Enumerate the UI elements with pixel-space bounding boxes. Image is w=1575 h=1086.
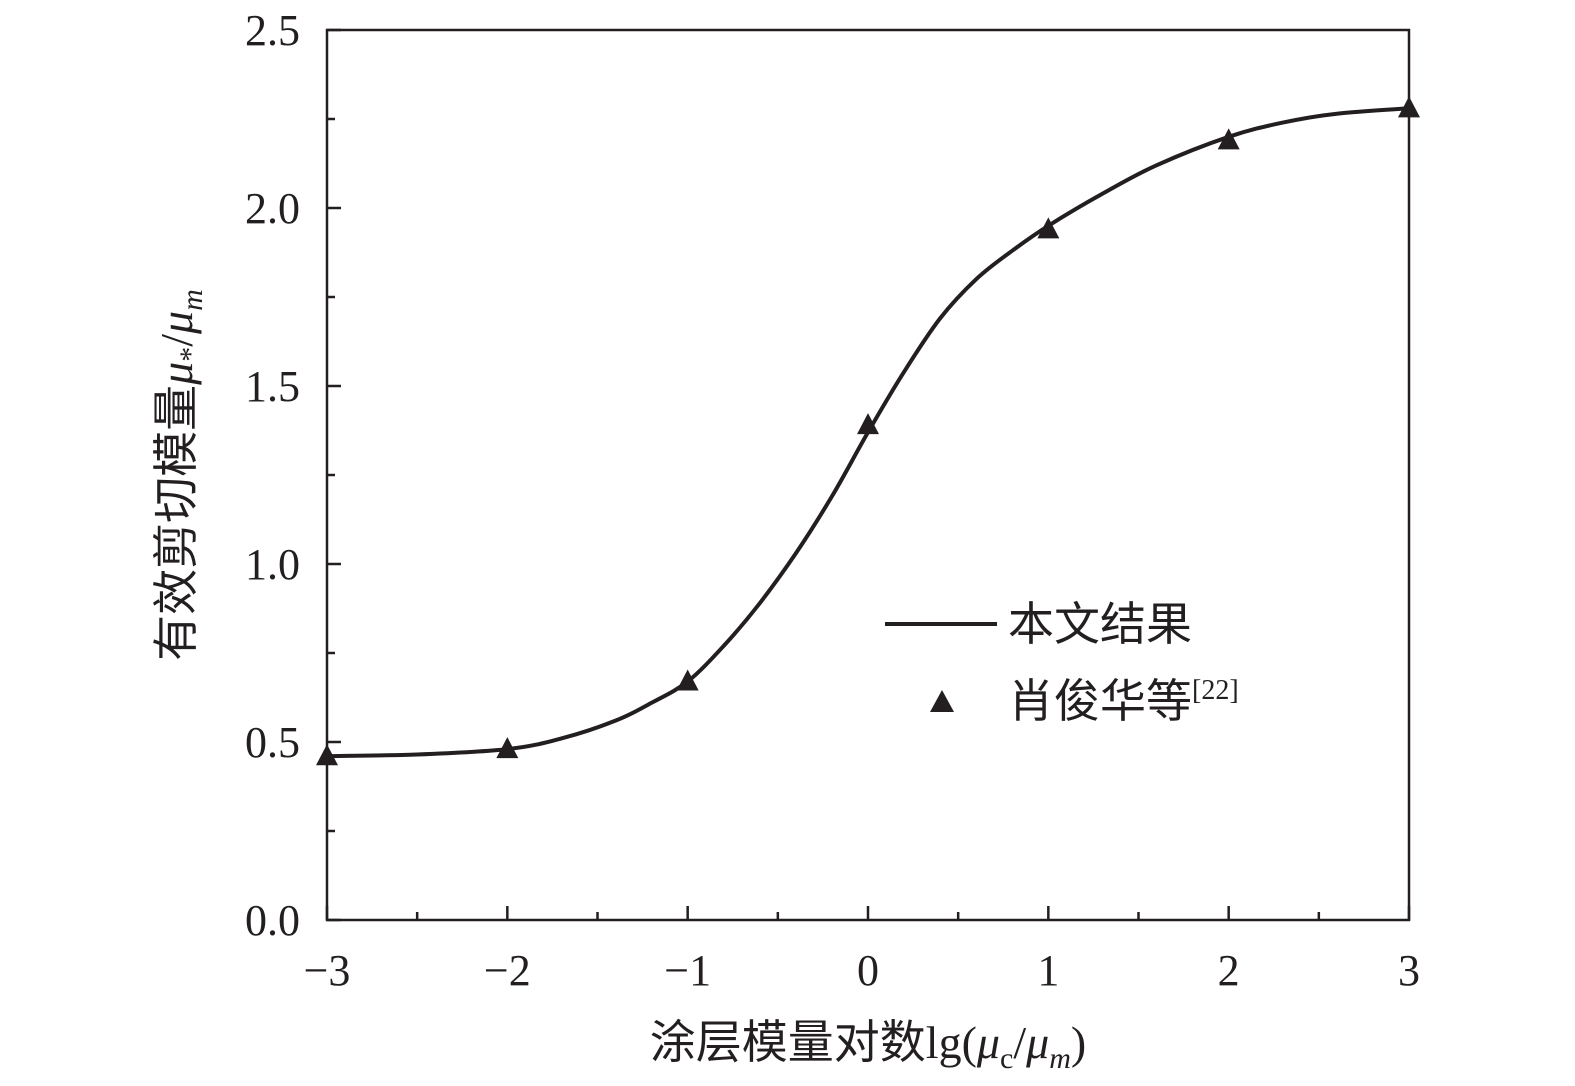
x-axis-title-prefix: 涂层模量对数lg( (650, 1017, 977, 1068)
tick-labels: −3 −2 −1 0 1 2 3 0.0 0.5 1.0 1.5 2.0 2.5 (245, 6, 1420, 995)
y-axis-title-sub2: m (176, 289, 209, 311)
y-axis-title-prefix: 有效剪切模量 (151, 385, 202, 661)
axis-ticks (325, 28, 1411, 922)
series-markers-肖俊华等 (316, 96, 1420, 766)
y-tick-label: 2.5 (245, 6, 300, 55)
x-tick-label: 3 (1398, 946, 1420, 995)
legend-label-肖俊华等-name: 肖俊华等 (1008, 676, 1192, 727)
triangle-marker (857, 413, 879, 435)
y-axis-title-slash: / (151, 334, 202, 347)
triangle-marker (1398, 96, 1420, 118)
legend-label-肖俊华等-ref: [22] (1192, 675, 1239, 706)
x-tick-label: 2 (1218, 946, 1240, 995)
y-tick-label: 1.0 (245, 540, 300, 589)
legend-triangle-swatch (930, 690, 954, 712)
x-axis-title-suffix: ) (1071, 1017, 1086, 1068)
triangle-marker (496, 737, 519, 759)
triangle-marker (676, 669, 699, 691)
triangle-marker (1037, 217, 1060, 239)
x-axis-title-sub1: c (1000, 1042, 1013, 1075)
y-tick-label: 0.5 (245, 718, 300, 767)
x-tick-label: −2 (484, 946, 531, 995)
triangle-marker (316, 744, 338, 766)
legend-label-本文结果: 本文结果 (1008, 599, 1192, 650)
plot-frame (325, 28, 1411, 922)
triangle-marker (1217, 128, 1240, 150)
y-tick-label: 0.0 (245, 896, 300, 945)
x-axis-title-sub2: m (1049, 1042, 1071, 1075)
y-axis-title-mu1: μ (151, 362, 202, 386)
x-tick-label: −1 (664, 946, 711, 995)
legend: 本文结果 肖俊华等[22] (885, 599, 1239, 727)
y-tick-label: 1.5 (245, 362, 300, 411)
x-axis-title-slash: / (1013, 1017, 1026, 1068)
x-axis-title: 涂层模量对数lg(μc/μm) (650, 1017, 1086, 1075)
y-tick-label: 2.0 (245, 184, 300, 233)
legend-label-肖俊华等: 肖俊华等[22] (1008, 675, 1239, 727)
x-axis-title-mu1: μ (976, 1017, 1000, 1068)
x-axis-title-mu2: μ (1025, 1017, 1049, 1068)
x-tick-label: 1 (1037, 946, 1059, 995)
x-tick-label: 0 (857, 946, 879, 995)
y-axis-title: 有效剪切模量μ*/μm (151, 289, 209, 661)
x-tick-label: −3 (304, 946, 351, 995)
y-axis-title-sub1: * (174, 347, 207, 362)
y-axis-title-mu2: μ (151, 311, 202, 335)
